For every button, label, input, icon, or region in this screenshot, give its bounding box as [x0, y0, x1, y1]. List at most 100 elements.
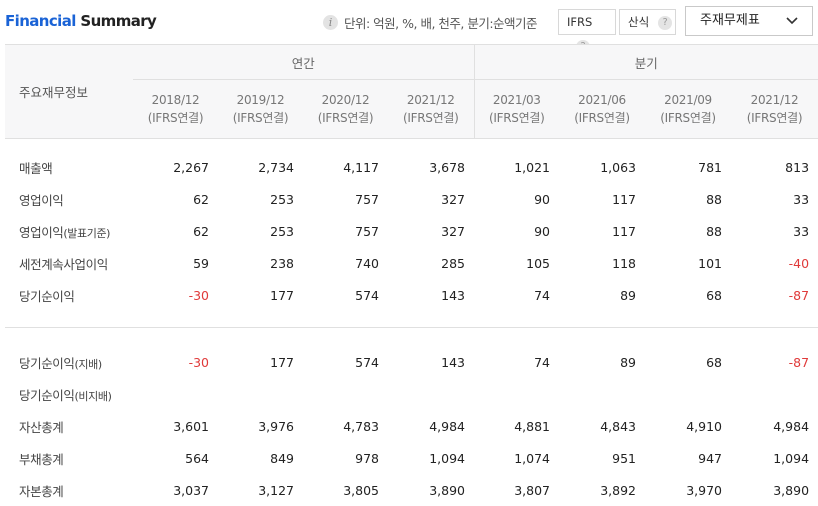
annual-group-header: 연간	[133, 45, 474, 80]
table-cell	[645, 378, 731, 410]
quarterly-group-header: 분기	[474, 45, 818, 80]
table-cell: 68	[645, 346, 731, 378]
row-label: 영업이익	[5, 183, 133, 215]
table-cell: 285	[388, 247, 474, 279]
table-cell: 4,117	[303, 151, 388, 183]
table-cell: -30	[133, 279, 218, 311]
period-header[interactable]: 2021/12(IFRS연결)	[731, 80, 818, 139]
table-cell: 177	[218, 279, 303, 311]
table-cell: 947	[645, 442, 731, 474]
table-cell: -30	[133, 346, 218, 378]
table-cell: 4,910	[645, 410, 731, 442]
table-cell: 3,892	[559, 474, 645, 506]
title-financial: Financial	[5, 12, 76, 30]
chevron-down-icon	[786, 17, 798, 25]
row-spacer	[5, 139, 818, 152]
table-cell: 757	[303, 183, 388, 215]
table-cell: 2,734	[218, 151, 303, 183]
table-cell	[218, 378, 303, 410]
table-cell: 90	[474, 215, 559, 247]
table-cell: 1,021	[474, 151, 559, 183]
table-cell: 574	[303, 279, 388, 311]
table-cell: 3,601	[133, 410, 218, 442]
table-cell: 88	[645, 215, 731, 247]
info-icon[interactable]: i	[323, 15, 338, 30]
table-cell: 3,678	[388, 151, 474, 183]
table-cell	[731, 378, 818, 410]
table-cell: 4,881	[474, 410, 559, 442]
row-spacer	[5, 311, 818, 328]
table-cell: 89	[559, 346, 645, 378]
title-summary: Summary	[76, 12, 156, 30]
row-label: 당기순이익(비지배)	[5, 378, 133, 410]
financial-table-wrap: 주요재무정보 연간 분기 2018/12(IFRS연결) 2019/12(IFR…	[5, 44, 818, 506]
table-cell: 118	[559, 247, 645, 279]
table-cell	[474, 378, 559, 410]
table-cell: 757	[303, 215, 388, 247]
formula-label: 산식	[628, 15, 649, 29]
table-cell: 117	[559, 215, 645, 247]
row-label: 부채총계	[5, 442, 133, 474]
table-cell: 4,984	[731, 410, 818, 442]
period-header[interactable]: 2018/12(IFRS연결)	[133, 80, 218, 139]
statement-select-value: 주재무제표	[700, 13, 760, 28]
row-label: 당기순이익	[5, 279, 133, 311]
table-cell: 74	[474, 346, 559, 378]
table-cell: 62	[133, 183, 218, 215]
period-header[interactable]: 2021/06(IFRS연결)	[559, 80, 645, 139]
table-cell: 564	[133, 442, 218, 474]
unit-text: 단위: 억원, %, 배, 천주, 분기:순액기준	[344, 13, 537, 32]
table-cell: 89	[559, 279, 645, 311]
table-cell: 4,843	[559, 410, 645, 442]
table-cell	[388, 378, 474, 410]
table-cell: 2,267	[133, 151, 218, 183]
table-row: 당기순이익(비지배)	[5, 378, 818, 410]
table-cell: 68	[645, 279, 731, 311]
row-spacer	[5, 328, 818, 347]
table-cell: 143	[388, 346, 474, 378]
period-header[interactable]: 2020/12(IFRS연결)	[303, 80, 388, 139]
period-header[interactable]: 2021/12(IFRS연결)	[388, 80, 474, 139]
ifrs-button[interactable]: IFRS?	[558, 9, 616, 35]
help-icon[interactable]: ?	[658, 16, 672, 30]
table-cell: 117	[559, 183, 645, 215]
table-cell: 1,094	[388, 442, 474, 474]
table-cell: 101	[645, 247, 731, 279]
table-cell: 1,063	[559, 151, 645, 183]
period-header[interactable]: 2021/09(IFRS연결)	[645, 80, 731, 139]
table-cell: 4,984	[388, 410, 474, 442]
period-header[interactable]: 2021/03(IFRS연결)	[474, 80, 559, 139]
row-label: 당기순이익(지배)	[5, 346, 133, 378]
formula-button[interactable]: 산식?	[619, 9, 676, 35]
table-cell: 740	[303, 247, 388, 279]
table-cell: 253	[218, 183, 303, 215]
table-cell: 33	[731, 183, 818, 215]
statement-select[interactable]: 주재무제표	[685, 6, 813, 36]
table-cell	[559, 378, 645, 410]
table-cell: 978	[303, 442, 388, 474]
table-cell: 105	[474, 247, 559, 279]
table-cell: 327	[388, 215, 474, 247]
table-cell: 3,890	[731, 474, 818, 506]
table-cell: 3,890	[388, 474, 474, 506]
header-group-row: 주요재무정보 연간 분기	[5, 45, 818, 80]
table-cell: 327	[388, 183, 474, 215]
table-cell: 74	[474, 279, 559, 311]
row-label: 세전계속사업이익	[5, 247, 133, 279]
table-cell	[303, 378, 388, 410]
table-cell: 849	[218, 442, 303, 474]
period-header[interactable]: 2019/12(IFRS연결)	[218, 80, 303, 139]
table-cell: 4,783	[303, 410, 388, 442]
table-cell: 951	[559, 442, 645, 474]
table-cell: 574	[303, 346, 388, 378]
table-cell: 238	[218, 247, 303, 279]
table-cell: 3,037	[133, 474, 218, 506]
